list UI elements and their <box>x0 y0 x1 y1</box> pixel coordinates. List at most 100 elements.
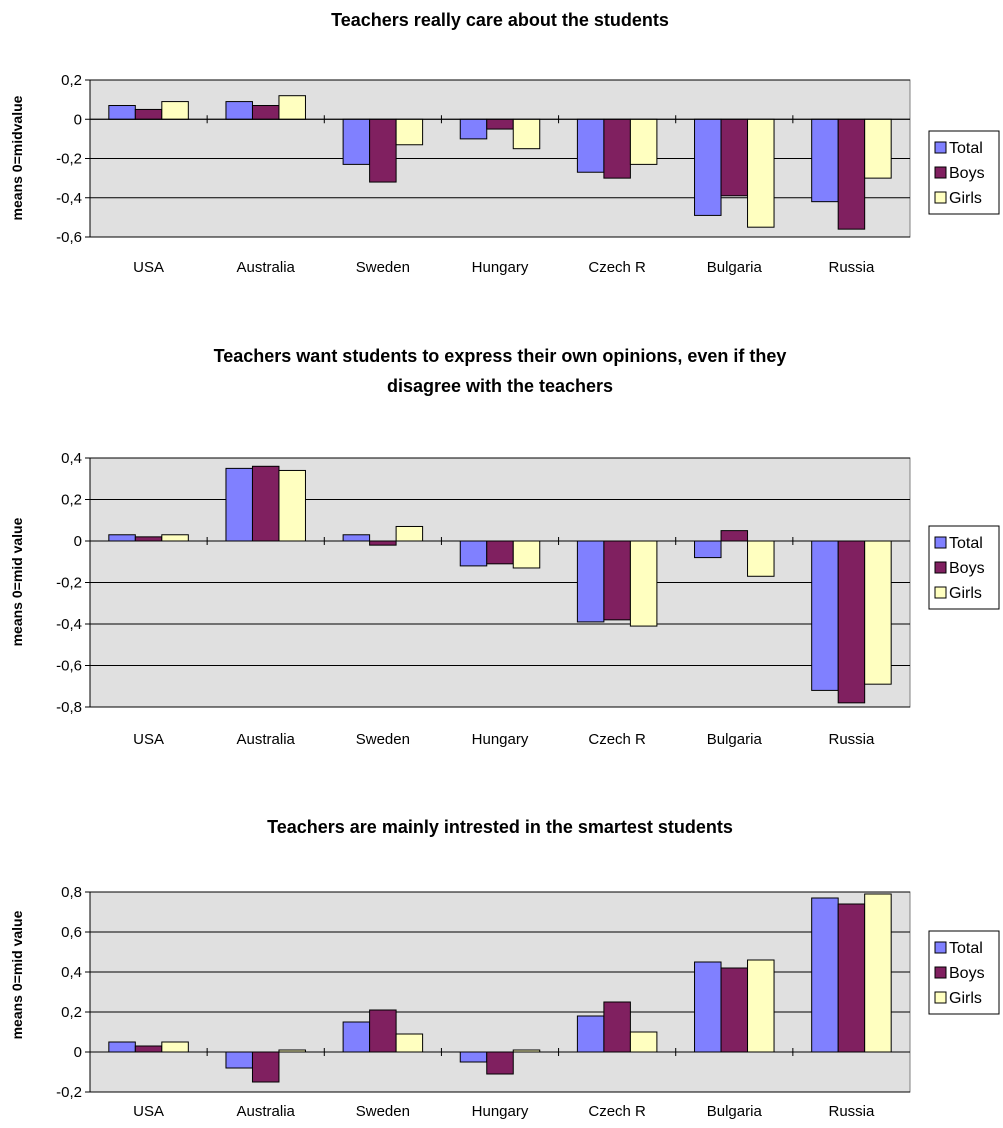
chart-title: disagree with the teachers <box>387 376 613 396</box>
bar-girls <box>161 101 189 120</box>
chart-title: Teachers are mainly intrested in the sma… <box>267 817 733 837</box>
y-tick-label: -0,2 <box>56 1084 82 1101</box>
bar-total <box>576 118 605 173</box>
y-axis-label: means 0=mid value <box>9 910 25 1039</box>
y-tick-label: -0,4 <box>56 616 82 633</box>
legend: Total Boys Girls <box>928 525 1000 610</box>
y-tick-label: 0,8 <box>61 884 82 901</box>
bar-boys <box>603 540 631 621</box>
legend-swatch-total <box>934 941 947 954</box>
y-tick-label: 0,2 <box>61 1004 82 1021</box>
bar-boys <box>720 530 749 542</box>
x-tick-label: Hungary <box>472 259 529 276</box>
y-tick-label: 0,6 <box>61 924 82 941</box>
x-tick-label: Hungary <box>472 1103 529 1120</box>
bar-girls <box>864 540 892 685</box>
bar-boys <box>134 1045 163 1053</box>
bar-total <box>108 1041 136 1053</box>
x-tick-label: Sweden <box>356 1103 410 1120</box>
bar-girls <box>629 118 658 165</box>
y-tick-label: 0,4 <box>61 450 82 467</box>
legend-swatch-total <box>934 536 947 549</box>
x-tick-label: Bulgaria <box>707 259 763 276</box>
y-tick-label: 0 <box>74 1044 82 1061</box>
bar-boys <box>720 118 749 197</box>
x-tick-label: Russia <box>828 1103 875 1120</box>
bar-boys <box>837 118 866 230</box>
bar-total <box>342 1021 371 1053</box>
bar-boys <box>369 1009 397 1053</box>
legend-swatch-girls <box>934 586 947 599</box>
chart-title: Teachers really care about the students <box>331 10 669 30</box>
bar-boys <box>251 105 280 120</box>
x-tick-label: Sweden <box>356 731 410 748</box>
chart-title: Teachers want students to express their … <box>214 346 787 366</box>
bar-boys <box>369 118 397 183</box>
bar-girls <box>161 534 189 542</box>
legend: Total Boys Girls <box>928 930 1000 1015</box>
bar-boys <box>486 118 514 130</box>
bar-total <box>576 540 605 623</box>
bar-total <box>108 534 136 542</box>
y-tick-label: 0,2 <box>61 492 82 509</box>
x-tick-label: Czech R <box>588 259 646 276</box>
bar-girls <box>864 893 892 1053</box>
bar-boys <box>134 108 163 120</box>
bar-boys <box>837 540 866 704</box>
x-tick-label: Czech R <box>588 731 646 748</box>
bar-girls <box>747 959 775 1053</box>
y-tick-label: -0,6 <box>56 658 82 675</box>
bar-boys <box>837 903 866 1053</box>
bar-boys <box>251 1051 280 1083</box>
bar-girls <box>747 118 775 228</box>
bar-boys <box>486 540 514 565</box>
bar-total <box>225 1051 253 1069</box>
legend-label: Boys <box>949 165 985 182</box>
bar-total <box>459 118 488 140</box>
y-tick-label: 0,4 <box>61 964 82 981</box>
bar-total <box>811 540 839 691</box>
legend-swatch-girls <box>934 991 947 1004</box>
legend-label: Girls <box>949 190 982 207</box>
bar-boys <box>369 540 397 546</box>
chart-2: Teachers want students to express their … <box>9 346 1000 748</box>
legend-swatch-boys <box>934 966 947 979</box>
bar-girls <box>395 525 424 542</box>
legend-label: Girls <box>949 990 982 1007</box>
bar-girls <box>512 540 541 569</box>
x-tick-label: USA <box>133 1103 164 1120</box>
bar-total <box>225 467 253 542</box>
y-tick-label: -0,6 <box>56 229 82 246</box>
y-tick-label: 0 <box>74 111 82 128</box>
bar-girls <box>512 118 541 150</box>
bar-boys <box>720 967 749 1053</box>
x-tick-label: Russia <box>828 731 875 748</box>
chart-3: Teachers are mainly intrested in the sma… <box>9 817 1000 1120</box>
legend-label: Boys <box>949 965 985 982</box>
x-tick-label: USA <box>133 731 164 748</box>
legend-label: Total <box>949 535 983 552</box>
x-tick-label: Australia <box>237 259 296 276</box>
x-tick-label: Australia <box>237 1103 296 1120</box>
bar-girls <box>278 469 306 542</box>
bar-total <box>694 961 722 1053</box>
bar-girls <box>395 118 424 146</box>
bar-girls <box>161 1041 189 1053</box>
bar-total <box>225 101 253 120</box>
y-axis-label: means 0=mid value <box>9 517 25 646</box>
legend-label: Boys <box>949 560 985 577</box>
legend: Total Boys Girls <box>928 130 1000 215</box>
legend-swatch-girls <box>934 191 947 204</box>
bar-boys <box>134 536 163 542</box>
bar-total <box>694 540 722 559</box>
x-tick-label: Australia <box>237 731 296 748</box>
x-tick-label: USA <box>133 259 164 276</box>
y-tick-label: 0 <box>74 533 82 550</box>
bar-total <box>576 1015 605 1053</box>
bar-total <box>694 118 722 216</box>
chart-1: Teachers really care about the students 0… <box>9 10 1000 276</box>
legend-label: Total <box>949 140 983 157</box>
bar-girls <box>395 1033 424 1053</box>
bar-total <box>811 897 839 1053</box>
